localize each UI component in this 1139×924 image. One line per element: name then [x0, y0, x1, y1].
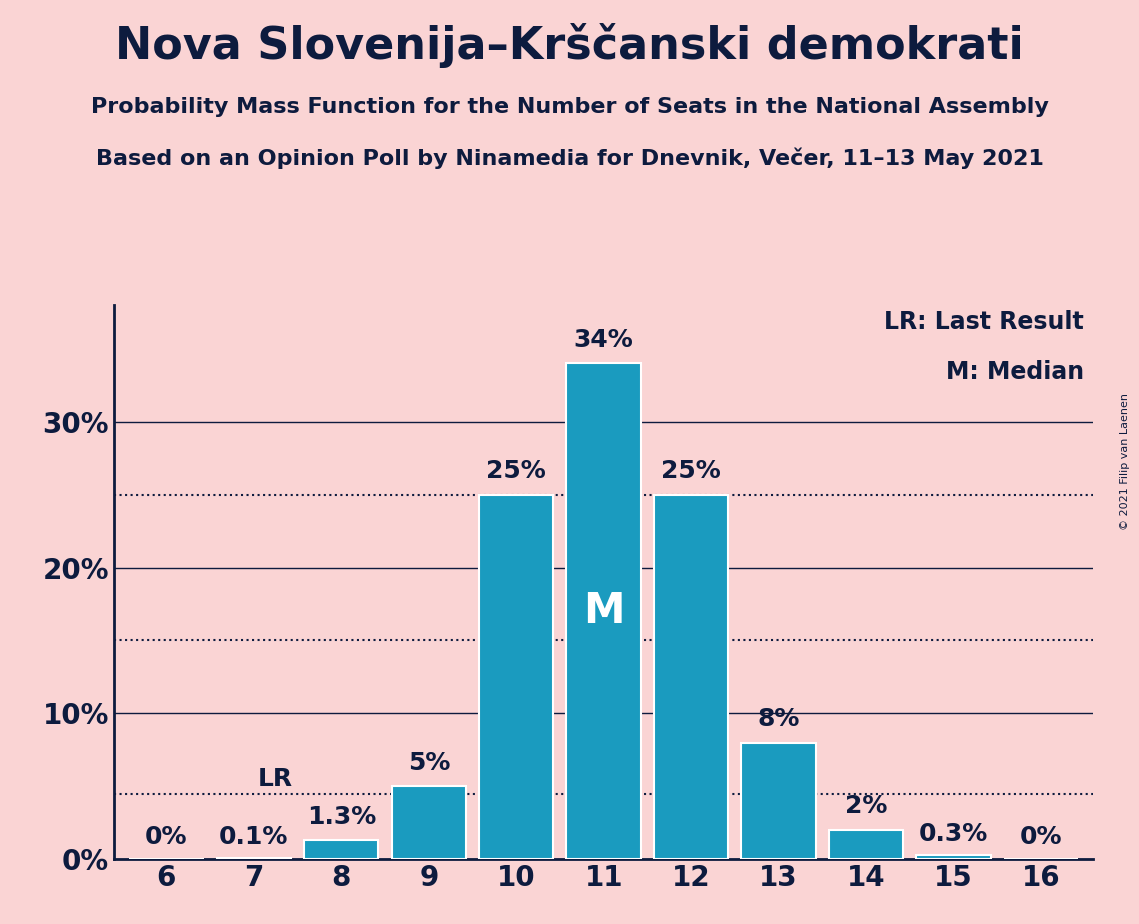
Text: 0%: 0% [1019, 825, 1063, 849]
Text: 8%: 8% [757, 707, 800, 731]
Bar [654, 494, 728, 859]
Text: 25%: 25% [486, 459, 546, 483]
Text: 2%: 2% [845, 795, 887, 819]
Text: © 2021 Filip van Laenen: © 2021 Filip van Laenen [1120, 394, 1130, 530]
Text: M: M [583, 590, 624, 632]
Bar [304, 840, 378, 859]
Bar [917, 855, 991, 859]
Text: Probability Mass Function for the Number of Seats in the National Assembly: Probability Mass Function for the Number… [91, 97, 1048, 117]
Bar [741, 743, 816, 859]
Bar [480, 494, 554, 859]
Bar [216, 857, 290, 859]
Text: LR: LR [259, 767, 294, 791]
Text: Nova Slovenija–Krščanski demokrati: Nova Slovenija–Krščanski demokrati [115, 23, 1024, 68]
Text: 0%: 0% [145, 825, 188, 849]
Text: LR: Last Result: LR: Last Result [884, 310, 1083, 334]
Text: 0.1%: 0.1% [219, 825, 288, 849]
Text: 25%: 25% [662, 459, 721, 483]
Text: M: Median: M: Median [945, 360, 1083, 384]
Text: 0.3%: 0.3% [919, 822, 989, 846]
Bar [829, 830, 903, 859]
Text: 5%: 5% [408, 750, 450, 774]
Bar [566, 363, 641, 859]
Text: 1.3%: 1.3% [306, 805, 376, 829]
Text: 34%: 34% [574, 328, 633, 352]
Bar [392, 786, 466, 859]
Text: Based on an Opinion Poll by Ninamedia for Dnevnik, Večer, 11–13 May 2021: Based on an Opinion Poll by Ninamedia fo… [96, 148, 1043, 169]
